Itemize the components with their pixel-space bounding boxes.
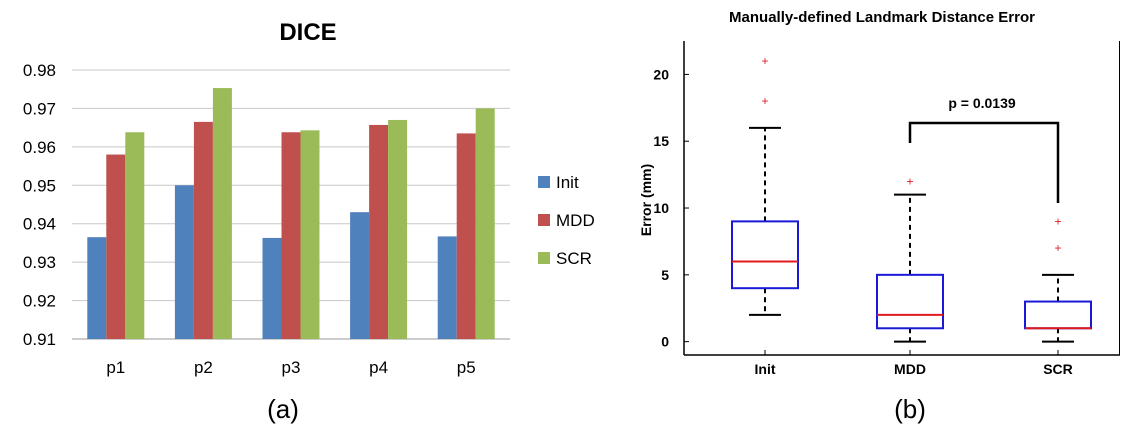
bar-scr-p4 [388,119,408,339]
p-value-label: p = 0.0139 [948,95,1016,111]
legend-label-init: Init [556,173,579,192]
box-plot-panel: Manually-defined Landmark Distance Error… [638,9,1120,424]
bar-mdd-p5 [456,133,476,339]
bar-x-tick-label: p3 [282,358,301,377]
bar-series [87,88,495,340]
outlier-mdd: + [906,174,913,188]
bar-init-p4 [350,212,370,339]
bar-y-tick-label: 0.96 [23,138,56,157]
bar-y-tick-label: 0.97 [23,99,56,118]
bar-legend: Init MDD SCR [538,173,595,268]
box-y-tick-label: 15 [653,133,669,149]
box-series: + + + + + [731,54,1092,343]
box-y-axis-label: Error (mm) [638,164,654,236]
bar-y-tick-label: 0.94 [23,215,56,234]
box-scr [1024,300,1092,330]
bar-x-tick-label: p2 [194,358,213,377]
box-x-tick-label: Init [755,361,776,377]
legend-label-mdd: MDD [556,211,595,230]
bar-y-tick-labels: 0.91 0.92 0.93 0.94 0.95 0.96 0.97 0.98 [23,61,56,349]
outlier-scr: + [1054,214,1061,228]
box-y-tick-labels: 0 5 10 15 20 [653,66,669,349]
box-mdd [876,273,944,330]
box-plot-title: Manually-defined Landmark Distance Error [729,9,1035,26]
bar-x-tick-label: p1 [106,358,125,377]
box-y-tick-label: 0 [661,334,669,350]
bar-mdd-p1 [106,154,126,339]
box-y-tick-label: 10 [653,200,669,216]
box-axes [683,41,1120,356]
bar-y-tick-label: 0.98 [23,61,56,80]
bar-mdd-p4 [369,124,389,340]
outlier-scr: + [1054,241,1061,255]
bar-chart-panel: DICE 0.91 0.92 0.93 0.94 0.95 0.96 0.97 0.98 p1… [23,19,595,424]
bar-scr-p3 [300,130,320,339]
bar-mdd-p2 [193,121,213,339]
caption-b: (b) [894,394,926,424]
bar-y-tick-label: 0.93 [23,253,56,272]
box-x-tick-label: SCR [1043,361,1073,377]
bar-init-p2 [174,185,194,339]
bar-y-tick-label: 0.92 [23,292,56,311]
box-init [731,220,799,290]
bar-x-tick-label: p5 [457,358,476,377]
p-value-annotation: p = 0.0139 [908,95,1060,203]
legend-swatch-mdd [538,214,550,226]
significance-bracket [908,121,1060,203]
bar-init-p1 [87,237,107,339]
bar-chart-title: DICE [279,19,336,46]
box-x-tick-labels: Init MDD SCR [755,361,1073,377]
bar-y-tick-label: 0.95 [23,176,56,195]
box-y-tick-label: 20 [653,66,669,82]
legend-swatch-init [538,176,550,188]
bar-x-tick-labels: p1 p2 p3 p4 p5 [106,358,475,377]
box-x-tick-label: MDD [894,361,926,377]
bar-scr-p1 [125,132,145,339]
bar-scr-p2 [212,88,232,339]
bar-y-tick-label: 0.91 [23,330,56,349]
bar-mdd-p3 [281,132,301,339]
legend-swatch-scr [538,252,550,264]
outlier-init: + [761,94,768,108]
outlier-init: + [761,54,768,68]
box-y-tick-label: 5 [661,267,669,283]
caption-a: (a) [267,394,299,424]
bar-x-tick-label: p4 [369,358,388,377]
legend-label-scr: SCR [556,249,592,268]
bar-init-p5 [437,236,457,339]
bar-init-p3 [262,237,282,339]
bar-scr-p5 [475,108,495,339]
